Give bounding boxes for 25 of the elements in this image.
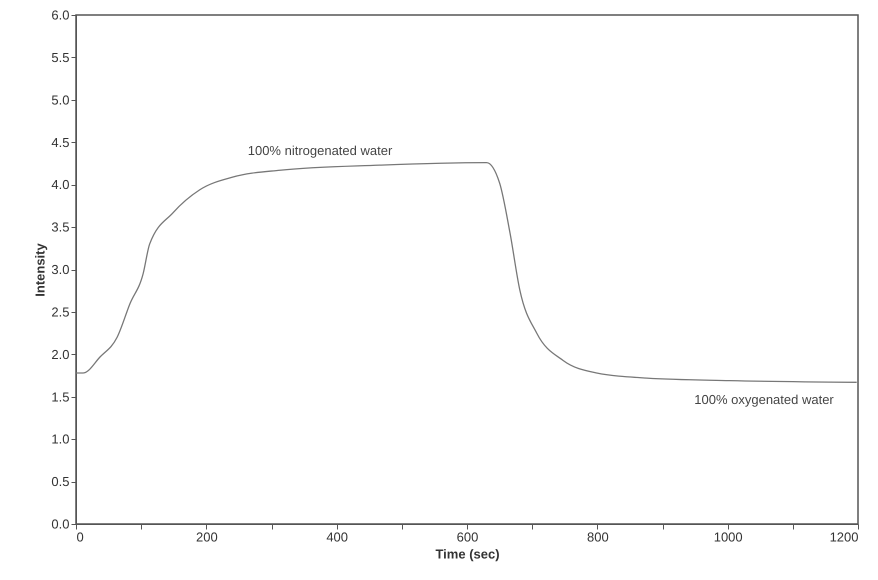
x-tick-label: 200 bbox=[196, 530, 218, 544]
y-tick-label: 1.0 bbox=[51, 432, 70, 447]
x-tick-label: 400 bbox=[326, 530, 348, 544]
x-tick-label: 1200 bbox=[830, 530, 858, 544]
y-tick-label: 0.0 bbox=[51, 516, 70, 532]
y-tick-label: 2.5 bbox=[51, 304, 70, 320]
x-tick-label: 1000 bbox=[714, 530, 743, 544]
y-tick-label: 4.5 bbox=[51, 134, 70, 150]
y-axis-title: Intensity bbox=[32, 242, 48, 297]
annotation: 100% oxygenated water bbox=[694, 392, 834, 407]
y-tick-label: 1.5 bbox=[51, 389, 70, 404]
x-tick-label: 800 bbox=[586, 530, 609, 544]
y-tick-label: 6.0 bbox=[51, 8, 70, 22]
y-tick-label: 3.0 bbox=[51, 262, 70, 277]
annotation: 100% nitrogenated water bbox=[248, 143, 393, 158]
y-tick-label: 2.0 bbox=[51, 346, 70, 362]
y-tick-label: 4.0 bbox=[51, 177, 70, 192]
y-tick-label: 5.0 bbox=[51, 92, 70, 108]
x-axis-title: Time (sec) bbox=[435, 546, 500, 562]
y-tick-label: 5.5 bbox=[51, 50, 70, 65]
x-tick-label: 600 bbox=[456, 530, 478, 544]
y-tick-label: 0.5 bbox=[51, 474, 70, 490]
y-tick-label: 3.5 bbox=[51, 220, 70, 235]
x-tick-label: 0 bbox=[76, 530, 84, 544]
line-series bbox=[76, 162, 858, 383]
